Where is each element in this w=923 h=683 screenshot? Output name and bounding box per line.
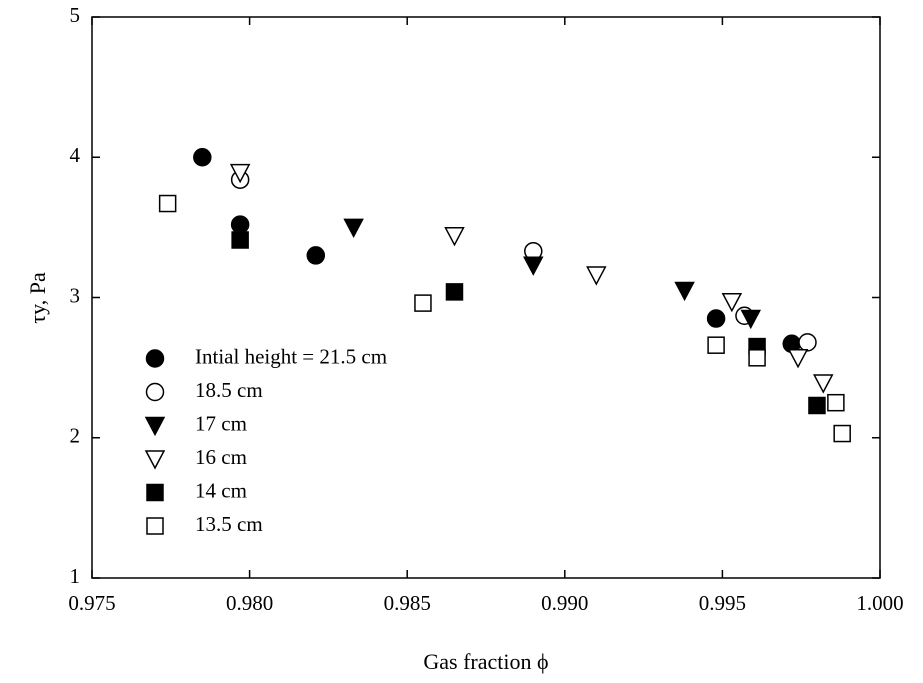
marker bbox=[721, 292, 743, 313]
marker bbox=[787, 349, 809, 369]
legend-label: 13.5 cm bbox=[195, 512, 263, 536]
marker bbox=[414, 294, 432, 312]
marker bbox=[306, 246, 326, 265]
marker bbox=[707, 336, 725, 354]
x-tick-label: 0.990 bbox=[541, 591, 588, 615]
marker bbox=[674, 281, 695, 302]
marker bbox=[523, 256, 544, 276]
x-axis-label: Gas fraction ϕ bbox=[423, 649, 548, 674]
marker bbox=[230, 215, 250, 234]
marker bbox=[158, 194, 177, 213]
legend-label: Intial height = 21.5 cm bbox=[195, 344, 387, 368]
marker bbox=[798, 333, 817, 352]
x-tick-label: 1.000 bbox=[856, 591, 903, 615]
legend-label: 16 cm bbox=[195, 445, 247, 469]
y-tick-label: 1 bbox=[70, 564, 81, 588]
legend-marker bbox=[146, 517, 164, 535]
marker bbox=[748, 349, 766, 367]
legend-marker bbox=[144, 450, 166, 470]
marker bbox=[231, 231, 249, 249]
marker bbox=[827, 393, 845, 412]
marker bbox=[343, 218, 364, 238]
legend-label: 14 cm bbox=[195, 478, 247, 502]
legend-label: 18.5 cm bbox=[195, 378, 263, 402]
y-tick-label: 4 bbox=[70, 143, 81, 167]
marker bbox=[740, 309, 762, 330]
y-tick-label: 5 bbox=[70, 3, 81, 27]
marker bbox=[813, 374, 834, 394]
marker bbox=[706, 309, 726, 328]
x-tick-label: 0.980 bbox=[226, 591, 273, 615]
legend-marker bbox=[144, 416, 166, 437]
x-tick-label: 0.975 bbox=[68, 591, 115, 615]
legend-marker bbox=[146, 483, 164, 502]
legend-marker bbox=[145, 349, 165, 368]
marker bbox=[586, 266, 607, 286]
legend-marker bbox=[145, 382, 165, 402]
marker bbox=[193, 148, 212, 167]
y-tick-label: 2 bbox=[70, 424, 81, 448]
x-tick-label: 0.985 bbox=[384, 591, 431, 615]
y-axis-label: τy, Pa bbox=[25, 272, 50, 324]
marker bbox=[229, 163, 251, 184]
y-tick-label: 3 bbox=[70, 283, 81, 307]
x-tick-label: 0.995 bbox=[699, 591, 746, 615]
marker bbox=[444, 227, 465, 247]
marker bbox=[808, 396, 826, 415]
marker bbox=[833, 424, 851, 443]
legend-label: 17 cm bbox=[195, 411, 247, 435]
marker bbox=[445, 283, 464, 301]
